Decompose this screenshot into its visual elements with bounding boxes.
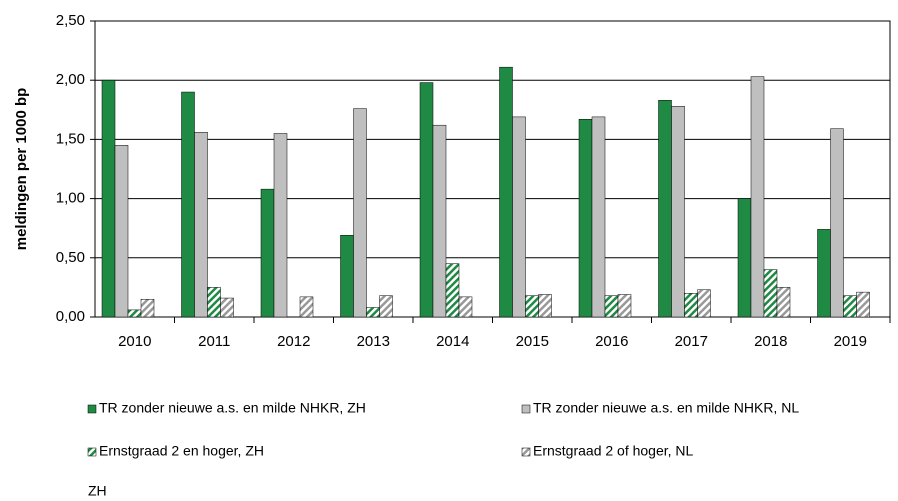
bar xyxy=(617,294,632,318)
x-tick-label: 2012 xyxy=(277,333,310,350)
bar xyxy=(604,295,619,318)
bar xyxy=(512,116,526,318)
bar xyxy=(763,269,778,318)
bar xyxy=(353,108,367,318)
bar xyxy=(432,124,447,318)
x-tick-label: 2017 xyxy=(675,333,708,350)
bar xyxy=(419,82,434,318)
bar xyxy=(525,295,539,318)
x-tick-label: 2016 xyxy=(595,333,628,350)
x-tick-label: 2019 xyxy=(834,333,867,350)
bar xyxy=(856,291,870,318)
legend-label: Ernstgraad 2 of hoger, NL xyxy=(533,443,694,459)
bar xyxy=(591,116,606,318)
legend-label: TR zonder nieuwe a.s. en milde NHKR, ZH xyxy=(99,400,366,416)
bar xyxy=(114,145,129,318)
bar xyxy=(658,100,672,318)
bar xyxy=(671,105,685,318)
bar xyxy=(273,133,288,318)
legend-swatch xyxy=(521,447,531,457)
bar xyxy=(220,297,234,318)
y-tick-label: 2,00 xyxy=(56,71,85,88)
bar xyxy=(697,289,711,318)
bar xyxy=(458,296,473,318)
x-tick-label: 2013 xyxy=(357,333,390,350)
x-tick-label: 2011 xyxy=(198,333,230,350)
y-tick-label: 2,50 xyxy=(56,12,85,29)
bar xyxy=(260,188,275,318)
bar xyxy=(340,235,354,318)
x-tick-label: 2014 xyxy=(436,333,469,350)
bar xyxy=(181,91,195,318)
y-tick-label: 1,50 xyxy=(56,130,85,147)
x-tick-label: 2018 xyxy=(754,333,787,350)
bar xyxy=(684,293,698,318)
bar xyxy=(366,307,380,318)
bar xyxy=(127,309,142,318)
bar xyxy=(538,294,552,318)
bar xyxy=(499,66,513,318)
bar xyxy=(817,229,831,318)
y-tick-label: 0,00 xyxy=(56,308,85,325)
legend-swatch xyxy=(87,447,97,457)
bar xyxy=(750,76,765,318)
legend-label: TR zonder nieuwe a.s. en milde NHKR, NL xyxy=(533,400,799,416)
legend-swatch xyxy=(521,404,531,414)
bar xyxy=(101,79,116,318)
bar xyxy=(207,287,221,318)
bar xyxy=(578,119,593,318)
x-tick-label: 2015 xyxy=(516,333,549,350)
x-tick-label: 2010 xyxy=(118,333,151,350)
legend-swatch xyxy=(87,404,97,414)
bar xyxy=(299,296,314,318)
annotation: ZH xyxy=(88,483,107,499)
bar xyxy=(379,295,393,318)
bar xyxy=(737,198,752,318)
legend-label: Ernstgraad 2 en hoger, ZH xyxy=(99,443,264,459)
bar xyxy=(843,295,857,318)
bar xyxy=(776,287,791,318)
bar xyxy=(830,128,844,318)
y-axis-label: meldingen per 1000 bp xyxy=(13,88,30,251)
bar xyxy=(194,132,208,318)
bar xyxy=(445,263,460,318)
bar xyxy=(140,298,155,318)
y-tick-label: 1,00 xyxy=(56,190,85,207)
y-tick-label: 0,50 xyxy=(56,249,85,266)
